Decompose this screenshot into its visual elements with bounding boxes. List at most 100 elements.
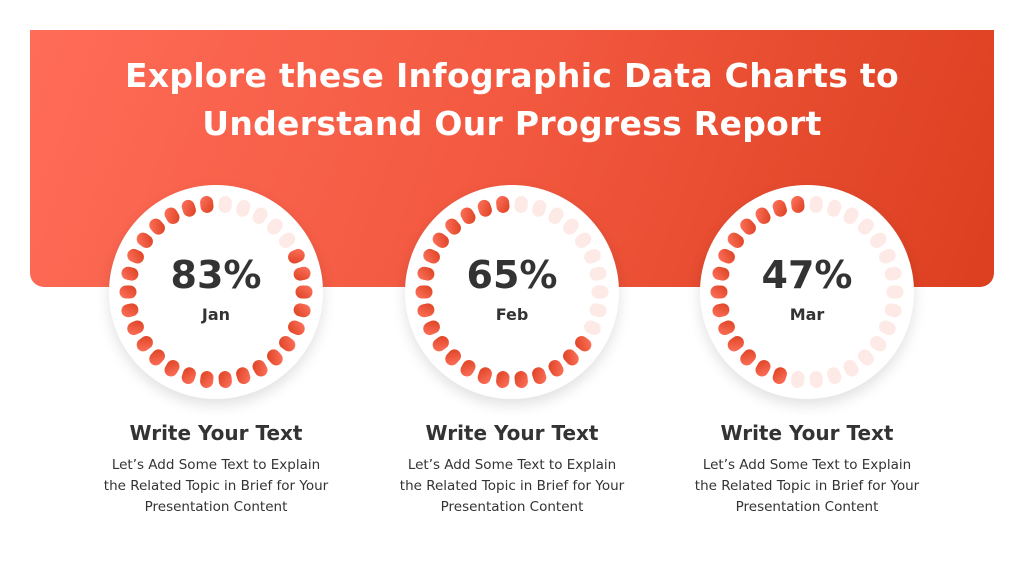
progress-dial: 47% Mar (700, 185, 914, 399)
filled-dot (200, 195, 214, 213)
desc-line: the Related Topic in Brief for Your (694, 478, 920, 494)
title-line-1: Explore these Infographic Data Charts to (125, 56, 899, 95)
filled-dot (712, 303, 730, 318)
filled-dot (532, 367, 547, 385)
filled-dot (755, 359, 771, 377)
filled-dot (288, 248, 305, 264)
empty-dot (548, 207, 564, 225)
filled-dot (718, 320, 735, 336)
desc-line: Let’s Add Some Text to Explain (702, 457, 912, 473)
percent-label: 47% (761, 253, 853, 297)
card-heading: Write Your Text (425, 421, 599, 445)
empty-dot (514, 195, 528, 213)
empty-dot (843, 359, 859, 377)
dial-dots (415, 195, 609, 389)
empty-dot (879, 320, 896, 336)
filled-dot (164, 359, 180, 377)
filled-dot (477, 367, 492, 385)
filled-dot (236, 367, 251, 385)
desc-line: Presentation Content (440, 499, 584, 515)
empty-dot (236, 199, 251, 217)
filled-dot (445, 349, 461, 366)
filled-dot (727, 336, 744, 352)
empty-dot (884, 266, 902, 281)
percent-label: 65% (466, 253, 558, 297)
filled-dot (563, 349, 579, 366)
filled-dot (772, 367, 787, 385)
empty-dot (809, 195, 823, 213)
empty-dot (591, 285, 609, 299)
empty-dot (267, 218, 283, 235)
filled-dot (548, 359, 564, 377)
empty-dot (827, 199, 842, 217)
filled-dot (417, 303, 435, 318)
filled-dot (252, 359, 268, 377)
filled-dot (514, 371, 528, 389)
filled-dot (740, 218, 756, 235)
filled-dot (181, 367, 196, 385)
empty-dot (870, 336, 887, 352)
filled-dot (432, 336, 449, 352)
card-heading: Write Your Text (129, 421, 303, 445)
filled-dot (127, 248, 144, 264)
filled-dot (267, 349, 283, 366)
month-label: Mar (789, 305, 825, 324)
filled-dot (149, 349, 165, 366)
filled-dot (477, 199, 492, 217)
empty-dot (884, 303, 902, 318)
empty-dot (218, 195, 232, 213)
filled-dot (415, 285, 433, 299)
progress-dial: 83% Jan (109, 185, 323, 399)
filled-dot (218, 371, 232, 389)
filled-dot (432, 232, 449, 248)
dial-dots (710, 195, 904, 389)
filled-dot (445, 218, 461, 235)
card-heading: Write Your Text (720, 421, 894, 445)
empty-dot (584, 248, 601, 264)
desc-line: Let’s Add Some Text to Explain (407, 457, 617, 473)
filled-dot (460, 207, 476, 225)
empty-dot (584, 320, 601, 336)
filled-dot (288, 320, 305, 336)
filled-dot (127, 320, 144, 336)
filled-dot (136, 232, 153, 248)
empty-dot (532, 199, 547, 217)
card-description: Let’s Add Some Text to Explain the Relate… (66, 455, 366, 518)
empty-dot (589, 266, 607, 281)
filled-dot (740, 349, 756, 366)
month-label: Jan (201, 305, 231, 324)
filled-dot (200, 371, 214, 389)
empty-dot (791, 371, 805, 389)
filled-dot (718, 248, 735, 264)
filled-dot (496, 195, 510, 213)
filled-dot (496, 371, 510, 389)
desc-line: the Related Topic in Brief for Your (103, 478, 329, 494)
filled-dot (423, 248, 440, 264)
filled-dot (755, 207, 771, 225)
filled-dot (121, 266, 139, 281)
card-description: Let’s Add Some Text to Explain the Relate… (362, 455, 662, 518)
empty-dot (589, 303, 607, 318)
empty-dot (563, 218, 579, 235)
filled-dot (710, 285, 728, 299)
filled-dot (423, 320, 440, 336)
filled-dot (295, 285, 313, 299)
empty-dot (886, 285, 904, 299)
empty-dot (827, 367, 842, 385)
month-label: Feb (495, 305, 529, 324)
filled-dot (181, 199, 196, 217)
desc-line: Let’s Add Some Text to Explain (111, 457, 321, 473)
filled-dot (164, 207, 180, 225)
empty-dot (279, 232, 296, 248)
empty-dot (879, 248, 896, 264)
filled-dot (121, 303, 139, 318)
filled-dot (727, 232, 744, 248)
page-title: Explore these Infographic Data Charts to… (30, 52, 994, 148)
filled-dot (712, 266, 730, 281)
desc-line: the Related Topic in Brief for Your (399, 478, 625, 494)
empty-dot (252, 207, 268, 225)
filled-dot (772, 199, 787, 217)
empty-dot (858, 218, 874, 235)
filled-dot (136, 336, 153, 352)
filled-dot (791, 195, 805, 213)
